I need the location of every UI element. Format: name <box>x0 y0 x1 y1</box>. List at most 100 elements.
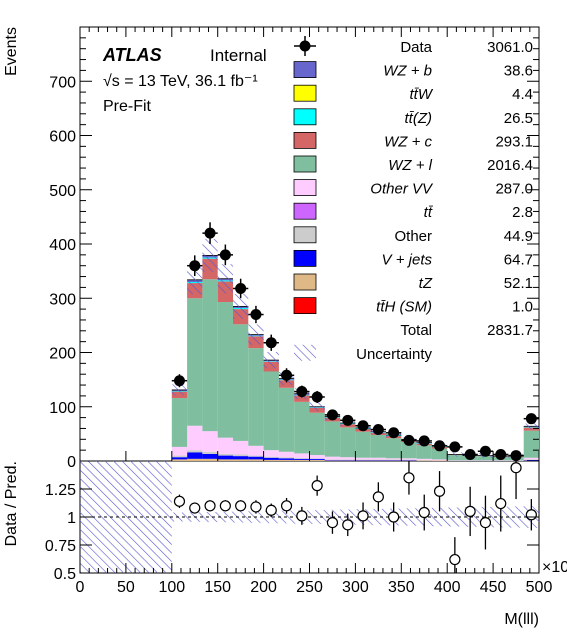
ratio-uncertainty-bin-15 <box>401 508 417 526</box>
legend-marker-data <box>299 40 311 52</box>
ratio-point-4 <box>235 500 247 512</box>
data-points <box>171 222 539 462</box>
x-tick-label-5: 250 <box>296 579 323 596</box>
bar-v-jets-3 <box>217 455 234 460</box>
legend-label-wz-c: WZ + c <box>384 133 432 150</box>
bar-other-vv-9 <box>309 455 325 459</box>
bar-v-jets-1 <box>187 452 203 459</box>
ratio-uncertainty-bin-22 <box>508 506 524 528</box>
legend-label-wz-l: WZ + l <box>388 157 432 174</box>
legend-label-other: Other <box>394 228 432 245</box>
legend-label-data: Data <box>400 39 432 56</box>
uncertainty-band-bin-9 <box>309 402 325 412</box>
bar-wz-l-7 <box>278 387 295 452</box>
bar-wz-l-17 <box>431 448 448 460</box>
legend-value-total: 2831.7 <box>487 322 533 339</box>
legend-swatch-other-vv <box>293 179 317 197</box>
legend-value-wz-c: 293.1 <box>495 133 533 150</box>
bar-other-14 <box>385 459 402 460</box>
y-tick-label-5: 500 <box>49 183 76 200</box>
data-point-2 <box>204 227 216 239</box>
x-tick-label-9: 450 <box>480 579 507 596</box>
bar-v-jets-2 <box>202 453 218 459</box>
data-point-11 <box>342 414 354 426</box>
ratio-point-14 <box>388 511 400 523</box>
bar-other-vv-15 <box>401 458 417 460</box>
bar-wz-l-6 <box>263 371 279 451</box>
bar-tz-5 <box>248 459 264 461</box>
bar-tz-6 <box>263 459 279 461</box>
y-tick-label-2: 200 <box>49 346 76 363</box>
ratio-point-17 <box>433 485 446 497</box>
data-point-22 <box>510 450 522 462</box>
bar-other-vv-7 <box>278 451 295 458</box>
ratio-uncertainty-bin-13 <box>370 508 386 526</box>
ratio-point-18 <box>449 553 461 566</box>
legend-swatch-other <box>293 226 317 244</box>
y-tick-label-3: 300 <box>49 291 76 308</box>
bar-wz-l-3 <box>217 302 234 438</box>
y-tick-label-7: 700 <box>49 74 76 91</box>
data-point-7 <box>281 369 293 381</box>
bar-other-vv-20 <box>477 460 494 461</box>
energy-label: √s = 13 TeV, 36.1 fb⁻¹ <box>103 73 258 90</box>
bar-other-0 <box>171 455 188 458</box>
data-point-13 <box>372 424 384 436</box>
bar-wz-l-9 <box>309 412 325 456</box>
bar-v-jets-13 <box>370 459 386 461</box>
bar-other-vv-19 <box>462 460 478 461</box>
bar-other-vv-2 <box>202 431 218 452</box>
bar-other-10 <box>324 459 341 460</box>
legend-swatch-uncertainty <box>294 344 316 361</box>
uncertainty-band-bin-6 <box>263 352 279 369</box>
ratio-point-21 <box>495 497 507 510</box>
bar-v-jets-6 <box>263 457 279 460</box>
y-tick-label-4: 400 <box>49 237 76 254</box>
bar-tz-13 <box>370 460 386 461</box>
bar-other-vv-6 <box>263 450 279 457</box>
ratio-tick-label-2: 1 <box>67 510 76 527</box>
data-point-15 <box>403 434 415 446</box>
legend: Data 3061.0 WZ + b 38.6 tt̄W 4.4 tt̄(Z) 26.5 WZ … <box>293 36 533 363</box>
bar-wz-l-5 <box>248 348 264 446</box>
bar-wz-l-12 <box>355 431 371 458</box>
bar-other-vv-1 <box>187 425 203 451</box>
x-tick-label-0: 0 <box>76 579 85 596</box>
data-point-4 <box>235 282 247 294</box>
legend-value-tt: 2.8 <box>512 204 533 221</box>
uncertainty-band-bin-3 <box>217 264 234 294</box>
ratio-point-6 <box>265 504 277 516</box>
legend-label-tt-z: tt̄(Z) <box>405 110 433 127</box>
ratio-point-13 <box>372 491 384 503</box>
data-point-5 <box>250 309 262 321</box>
bar-other-4 <box>233 454 249 457</box>
ratio-tick-label-3: 1.25 <box>45 482 76 499</box>
data-point-3 <box>219 249 231 261</box>
bar-other-vv-13 <box>370 457 386 460</box>
uncertainty-band-bin-2 <box>202 238 218 272</box>
ratio-tick-label-0: 0.5 <box>54 566 76 583</box>
ratio-point-7 <box>280 500 293 512</box>
ratio-point-9 <box>311 480 323 492</box>
bar-other-vv-3 <box>217 437 234 454</box>
ratio-uncertainty-bin-0 <box>171 512 188 522</box>
bar-tz-14 <box>385 460 402 461</box>
x-tick-label-10: 500 <box>526 579 553 596</box>
bar-other-23 <box>523 459 539 460</box>
bar-wz-l-13 <box>370 434 386 458</box>
data-point-12 <box>357 420 369 432</box>
legend-label-uncertainty: Uncertainty <box>356 346 432 363</box>
bar-wz-l-2 <box>202 279 218 432</box>
bar-other-8 <box>294 457 310 459</box>
bar-wz-l-23 <box>523 430 539 458</box>
uncertainty-band-bin-18 <box>447 452 463 457</box>
ratio-point-23 <box>525 509 537 521</box>
legend-value-tt-z: 26.5 <box>504 110 533 127</box>
y-tick-label-6: 600 <box>49 129 76 146</box>
bar-other-11 <box>340 459 356 460</box>
bar-v-jets-8 <box>294 458 310 460</box>
bar-tz-9 <box>309 459 325 461</box>
bar-other-vv-17 <box>431 459 448 461</box>
bar-other-vv-8 <box>294 453 310 458</box>
ratio-uncertainty-bin-4 <box>233 511 249 523</box>
